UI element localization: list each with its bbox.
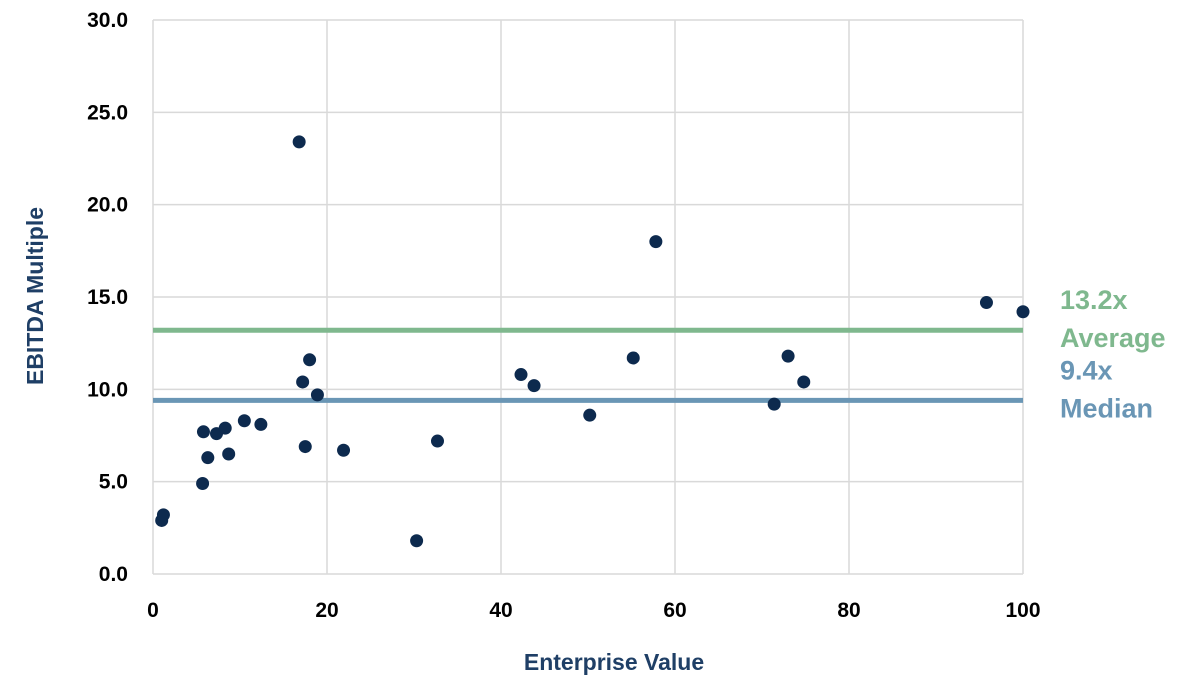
y-tick-label: 15.0 xyxy=(87,286,128,309)
data-point xyxy=(237,414,251,428)
data-point xyxy=(196,425,210,439)
x-tick-label: 20 xyxy=(315,599,338,622)
data-point xyxy=(767,397,781,411)
y-tick-label: 10.0 xyxy=(87,378,128,401)
y-axis-ticks: 0.0 5.0 10.0 15.0 20.0 25.0 30.0 xyxy=(87,9,128,586)
data-point xyxy=(649,235,663,249)
y-axis-title: EBITDA Multiple xyxy=(22,207,48,385)
gridlines xyxy=(152,19,1024,575)
data-point xyxy=(298,440,312,454)
data-point xyxy=(222,447,236,461)
data-point xyxy=(201,451,215,465)
x-tick-label: 100 xyxy=(1005,599,1040,622)
reference-value-label: 13.2x xyxy=(1060,285,1128,315)
y-tick-label: 20.0 xyxy=(87,194,128,217)
data-point xyxy=(337,443,351,457)
data-point xyxy=(626,351,640,365)
data-point xyxy=(156,508,170,522)
data-point xyxy=(797,375,811,389)
data-point xyxy=(296,375,310,389)
x-tick-label: 0 xyxy=(147,599,159,622)
reference-lines xyxy=(153,327,1023,403)
y-tick-label: 25.0 xyxy=(87,101,128,124)
data-point xyxy=(303,353,317,367)
reference-name-label: Average xyxy=(1060,323,1166,353)
y-tick-label: 5.0 xyxy=(99,471,128,494)
data-point xyxy=(410,534,424,548)
data-point xyxy=(583,408,597,422)
data-point xyxy=(781,349,795,363)
x-tick-label: 60 xyxy=(663,599,686,622)
data-point xyxy=(292,135,306,149)
data-point xyxy=(430,434,444,448)
y-tick-label: 0.0 xyxy=(99,563,128,586)
data-point xyxy=(254,417,268,431)
data-point xyxy=(1016,305,1030,319)
data-point xyxy=(514,368,528,382)
x-axis-ticks: 0 20 40 60 80 100 xyxy=(147,599,1040,622)
reference-name-label: Median xyxy=(1060,393,1153,423)
x-tick-label: 80 xyxy=(837,599,860,622)
x-axis-title: Enterprise Value xyxy=(524,649,704,675)
data-point xyxy=(218,421,232,435)
data-point xyxy=(527,379,541,393)
data-point xyxy=(196,477,210,491)
data-point xyxy=(979,296,993,310)
data-points xyxy=(155,135,1030,548)
x-tick-label: 40 xyxy=(489,599,512,622)
data-point xyxy=(310,388,324,402)
reference-value-label: 9.4x xyxy=(1060,355,1113,385)
y-tick-label: 30.0 xyxy=(87,9,128,32)
